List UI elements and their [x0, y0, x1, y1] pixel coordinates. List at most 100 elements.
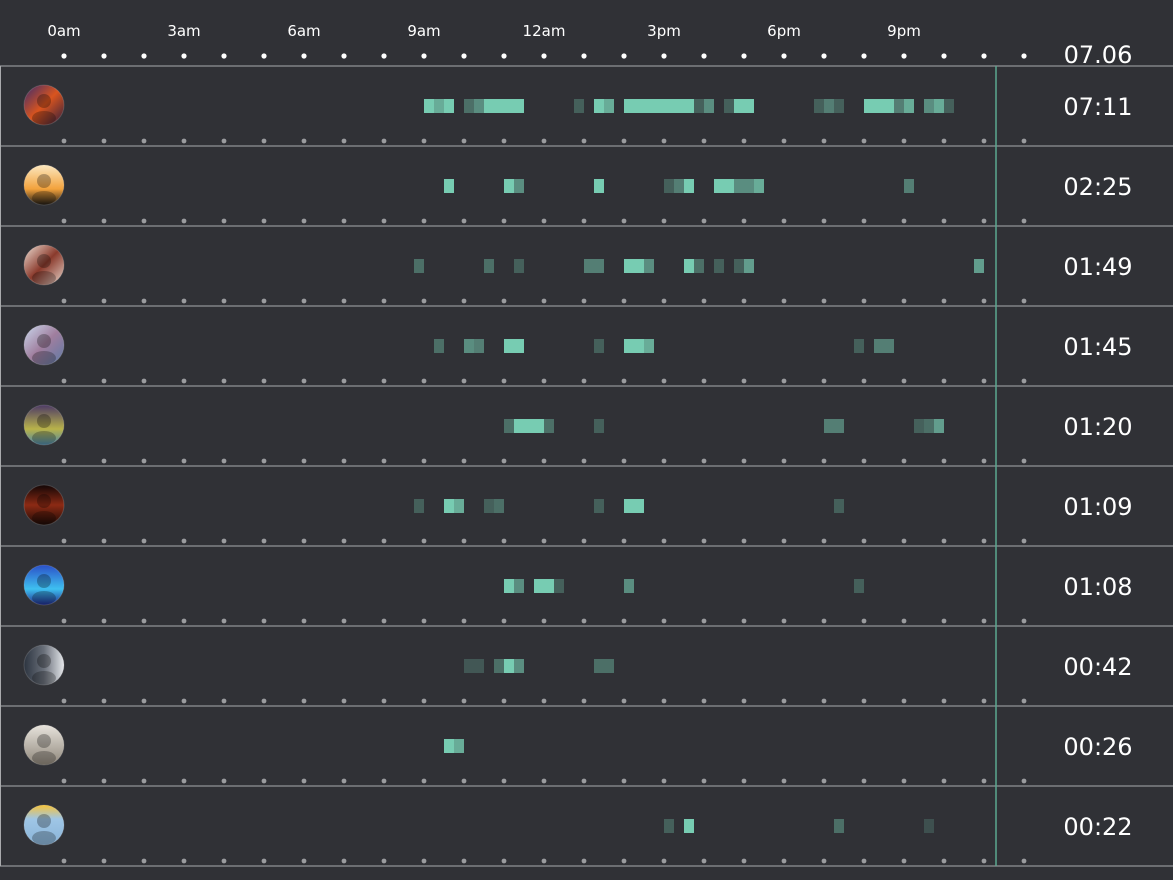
hour-marker-dot	[582, 139, 587, 144]
user-row[interactable]: 00:42	[0, 645, 1173, 706]
hour-marker-dot	[382, 299, 387, 304]
avatar-elephant-cartoon-icon[interactable]	[24, 805, 64, 845]
avatar-panda-icon[interactable]	[24, 725, 64, 765]
hour-marker-dot	[622, 779, 627, 784]
activity-cell	[834, 99, 844, 113]
hour-marker-dot	[861, 53, 866, 58]
hour-marker-dot	[942, 459, 947, 464]
activity-cell	[574, 99, 584, 113]
activity-cell	[484, 499, 494, 513]
row-total-time: 01:49	[1063, 253, 1132, 281]
hour-marker-dot	[61, 53, 66, 58]
activity-cell	[684, 259, 694, 273]
avatar-window-girl-icon[interactable]	[24, 325, 64, 365]
activity-cell	[474, 99, 484, 113]
hour-marker-dot	[742, 459, 747, 464]
activity-cell	[974, 259, 984, 273]
avatar-red-haired-woman-icon[interactable]	[24, 245, 64, 285]
activity-cell	[924, 819, 934, 833]
user-row[interactable]: 01:49	[0, 245, 1173, 306]
hour-marker-dot	[341, 53, 346, 58]
hour-marker-dot	[902, 619, 907, 624]
activity-cell	[504, 179, 514, 193]
activity-cell	[644, 259, 654, 273]
hour-marker-dot	[262, 619, 267, 624]
hour-marker-dot	[182, 779, 187, 784]
user-row[interactable]: 01:08	[0, 565, 1173, 626]
hour-marker-dot	[942, 219, 947, 224]
hour-marker-dot	[62, 379, 67, 384]
activity-cell	[444, 179, 454, 193]
hour-marker-dot	[102, 379, 107, 384]
hour-marker-dot	[102, 619, 107, 624]
hour-marker-dot	[822, 619, 827, 624]
activity-cell	[934, 99, 944, 113]
activity-cell	[664, 99, 674, 113]
hour-marker-dot	[702, 779, 707, 784]
hour-marker-dot	[981, 53, 986, 58]
hour-marker-dot	[182, 139, 187, 144]
hour-marker-dot	[422, 699, 427, 704]
hour-marker-dot	[662, 459, 667, 464]
hour-marker-dot	[742, 219, 747, 224]
hour-marker-dot	[542, 859, 547, 864]
activity-cell	[934, 419, 944, 433]
hour-marker-dot	[1022, 699, 1027, 704]
activity-cell	[734, 179, 744, 193]
user-row[interactable]: 00:26	[0, 725, 1173, 786]
hour-marker-dot	[342, 859, 347, 864]
hour-marker-dot	[622, 139, 627, 144]
activity-cell	[434, 339, 444, 353]
hour-marker-dot	[902, 699, 907, 704]
x-tick-label: 9am	[407, 22, 440, 40]
avatar-dark-figure-icon[interactable]	[24, 485, 64, 525]
hour-marker-dot	[381, 53, 386, 58]
hour-marker-dot	[942, 779, 947, 784]
hour-marker-dot	[62, 619, 67, 624]
hour-marker-dot	[742, 779, 747, 784]
activity-cell	[724, 179, 734, 193]
hour-marker-dot	[382, 859, 387, 864]
hour-marker-dot	[422, 539, 427, 544]
avatar-anime-blue-hair-icon[interactable]	[24, 565, 64, 605]
hour-marker-dot	[862, 619, 867, 624]
user-row[interactable]: 07:11	[0, 85, 1173, 146]
user-row[interactable]: 02:25	[0, 165, 1173, 226]
hour-marker-dot	[342, 779, 347, 784]
hour-marker-dot	[942, 539, 947, 544]
hour-marker-dot	[222, 539, 227, 544]
user-row[interactable]: 01:20	[0, 405, 1173, 466]
activity-cell	[594, 419, 604, 433]
avatar-silhouette-sunset-icon[interactable]	[24, 165, 64, 205]
hour-marker-dot	[222, 299, 227, 304]
hour-marker-dot	[982, 139, 987, 144]
activity-cell	[494, 499, 504, 513]
activity-cell	[604, 659, 614, 673]
hour-marker-dot	[622, 219, 627, 224]
hour-marker-dot	[142, 219, 147, 224]
hour-marker-dot	[262, 699, 267, 704]
hour-marker-dot	[782, 379, 787, 384]
hour-marker-dot	[342, 619, 347, 624]
user-row[interactable]: 01:09	[0, 485, 1173, 546]
hour-marker-dot	[342, 699, 347, 704]
hour-marker-dot	[942, 859, 947, 864]
user-row[interactable]: 00:22	[0, 805, 1173, 866]
hour-marker-dot	[782, 139, 787, 144]
activity-cell	[624, 259, 634, 273]
activity-cell	[624, 339, 634, 353]
activity-cell	[584, 259, 594, 273]
hour-marker-dot	[182, 539, 187, 544]
hour-marker-dot	[782, 299, 787, 304]
hour-marker-dot	[342, 219, 347, 224]
avatar-man-portrait-icon[interactable]	[24, 645, 64, 685]
hour-marker-dot	[382, 459, 387, 464]
activity-cell	[464, 99, 474, 113]
user-row[interactable]: 01:45	[0, 325, 1173, 386]
row-total-time: 01:20	[1063, 413, 1132, 441]
activity-cell	[424, 99, 434, 113]
activity-cell	[594, 499, 604, 513]
avatar-sunglasses-cartoon-icon[interactable]	[24, 405, 64, 445]
hour-marker-dot	[382, 539, 387, 544]
avatar-fiery-character-icon[interactable]	[24, 85, 64, 125]
